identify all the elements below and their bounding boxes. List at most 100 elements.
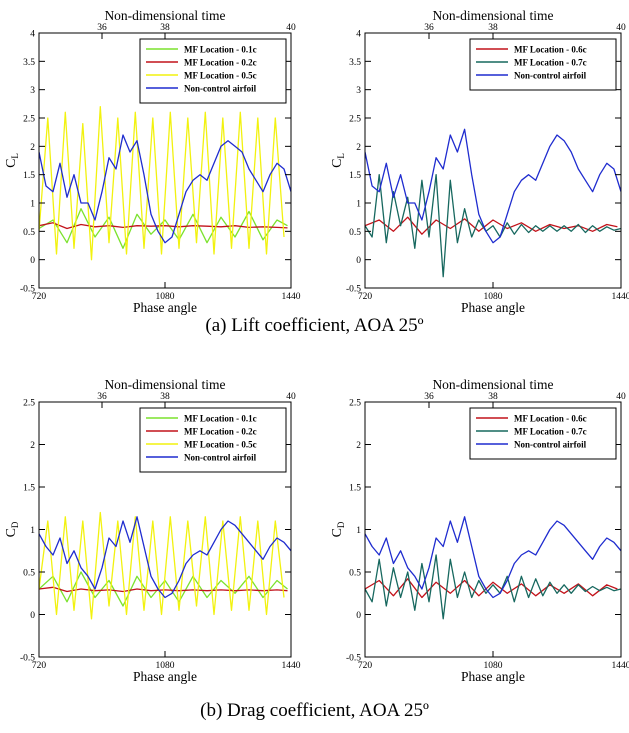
chart-2: -0.5 0 0.5 1 1.5 2 2.5 3 3.5 4 720 1080 1440 36 38 40 No… — [330, 8, 629, 315]
y-tick-label: 4 — [30, 30, 35, 40]
x-axis-title: Phase angle — [461, 669, 525, 684]
y-tick-label: 1.5 — [349, 171, 361, 181]
legend-box — [469, 407, 617, 460]
top-tick-label: 36 — [424, 23, 434, 33]
x-axis-title: Phase angle — [133, 669, 197, 684]
y-tick-label: 0.5 — [349, 228, 361, 238]
y-tick-label: 3 — [30, 86, 35, 96]
top-tick-label: 36 — [97, 392, 107, 402]
legend-label: MF Location - 0.7c — [514, 58, 587, 68]
legend: MF Location - 0.6c MF Location - 0.7c Non-… — [469, 38, 617, 91]
top-tick-label: 36 — [424, 392, 434, 402]
chart-4: -0.5 0 0.5 1 1.5 2 2.5 720 1080 1440 36 38 40 Non-dim… — [330, 377, 629, 684]
x-tick-label: 1080 — [156, 661, 175, 671]
series-line-4 — [39, 516, 291, 599]
top-axis-title: Non-dimensional time — [432, 377, 553, 392]
legend-label: MF Location - 0.6c — [514, 45, 587, 55]
x-tick-label: 1440 — [612, 661, 629, 671]
x-tick-label: 720 — [358, 661, 373, 671]
y-axis-title-main: C — [4, 159, 19, 168]
y-tick-label: 0.5 — [349, 569, 361, 579]
y-tick-label: 1 — [30, 526, 35, 536]
series-line-3 — [39, 511, 285, 620]
series-group — [39, 106, 291, 261]
top-tick-label: 38 — [488, 23, 498, 33]
legend-label: MF Location - 0.2c — [184, 427, 257, 437]
y-tick-label: 3.5 — [23, 58, 35, 68]
x-axis-title: Phase angle — [133, 300, 197, 315]
legend: MF Location - 0.6c MF Location - 0.7c Non-… — [469, 407, 617, 460]
series-group — [365, 516, 621, 620]
top-axis-title: Non-dimensional time — [432, 8, 553, 23]
y-axis-title: CD — [330, 521, 346, 537]
legend-label: MF Location - 0.1c — [184, 414, 257, 424]
top-axis-title: Non-dimensional time — [104, 377, 225, 392]
y-tick-label: 1 — [30, 200, 35, 210]
y-tick-label: -0.5 — [20, 285, 35, 295]
top-axis-title: Non-dimensional time — [104, 8, 225, 23]
y-tick-label: 2.5 — [349, 399, 361, 409]
chart-3: -0.5 0 0.5 1 1.5 2 2.5 720 1080 1440 36 38 40 Non-dim… — [4, 377, 301, 684]
y-tick-label: 0.5 — [23, 228, 35, 238]
y-tick-label: 3 — [356, 86, 361, 96]
legend-label: Non-control airfoil — [184, 84, 257, 94]
legend-label: Non-control airfoil — [514, 71, 587, 81]
y-tick-label: -0.5 — [346, 654, 361, 664]
y-tick-label: 2 — [30, 441, 35, 451]
y-tick-label: 1.5 — [23, 484, 35, 494]
y-tick-label: -0.5 — [20, 654, 35, 664]
legend-label: MF Location - 0.7c — [514, 427, 587, 437]
legend-label: MF Location - 0.6c — [514, 414, 587, 424]
legend-label: MF Location - 0.5c — [184, 440, 257, 450]
y-axis-title-main: C — [4, 528, 19, 537]
chart-1: -0.5 0 0.5 1 1.5 2 2.5 3 3.5 4 720 1080 1440 36 38 40 No… — [4, 8, 301, 315]
y-tick-label: 1.5 — [23, 171, 35, 181]
y-axis-title-subscript: D — [336, 521, 346, 528]
y-axis-title: CD — [4, 521, 20, 537]
y-axis-title: CL — [4, 153, 20, 168]
legend-label: MF Location - 0.1c — [184, 45, 257, 55]
y-axis-title-subscript: D — [10, 521, 20, 528]
top-tick-label: 38 — [160, 23, 170, 33]
y-tick-label: 0 — [30, 611, 35, 621]
y-tick-label: 3.5 — [349, 58, 361, 68]
series-group — [365, 128, 621, 278]
top-tick-label: 36 — [97, 23, 107, 33]
caption-drag: (b) Drag coefficient, AOA 25º — [200, 700, 429, 721]
y-tick-label: 1 — [356, 526, 361, 536]
legend: MF Location - 0.1c MF Location - 0.2c MF L… — [139, 38, 287, 104]
y-tick-label: 0.5 — [23, 569, 35, 579]
caption-lift: (a) Lift coefficient, AOA 25º — [205, 315, 424, 336]
x-tick-label: 720 — [32, 661, 47, 671]
x-tick-label: 1080 — [484, 292, 503, 302]
y-tick-label: 2.5 — [349, 115, 361, 125]
y-tick-label: 0 — [30, 256, 35, 266]
y-axis-title-main: C — [330, 528, 345, 537]
series-line-2 — [365, 554, 621, 620]
y-tick-label: 2.5 — [23, 399, 35, 409]
legend-label: Non-control airfoil — [184, 453, 257, 463]
legend-label: Non-control airfoil — [514, 440, 587, 450]
top-tick-label: 40 — [286, 392, 296, 402]
y-tick-label: 4 — [356, 30, 361, 40]
legend-label: MF Location - 0.2c — [184, 58, 257, 68]
legend: MF Location - 0.1c MF Location - 0.2c MF L… — [139, 407, 287, 473]
top-tick-label: 40 — [616, 23, 626, 33]
top-tick-label: 40 — [616, 392, 626, 402]
top-tick-label: 40 — [286, 23, 296, 33]
series-line-3 — [365, 516, 621, 599]
y-tick-label: -0.5 — [346, 285, 361, 295]
legend-box — [469, 38, 617, 91]
x-tick-label: 1440 — [282, 292, 301, 302]
x-tick-label: 720 — [32, 292, 47, 302]
y-tick-label: 0 — [356, 611, 361, 621]
top-tick-label: 38 — [488, 392, 498, 402]
series-line-2 — [39, 586, 288, 593]
top-tick-label: 38 — [160, 392, 170, 402]
y-axis-title-subscript: L — [336, 153, 346, 159]
series-line-2 — [39, 222, 288, 230]
x-tick-label: 720 — [358, 292, 373, 302]
y-tick-label: 2.5 — [23, 115, 35, 125]
y-tick-label: 1.5 — [349, 484, 361, 494]
series-group — [39, 511, 291, 620]
